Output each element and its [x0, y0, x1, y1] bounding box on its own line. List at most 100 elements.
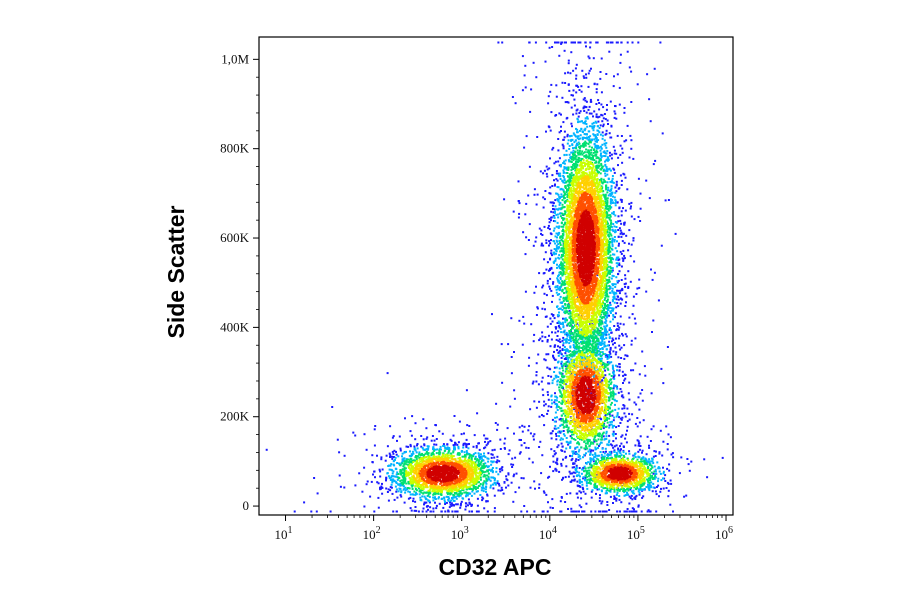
- data-point: [579, 159, 582, 162]
- data-point: [566, 166, 569, 169]
- data-point: [607, 205, 610, 208]
- data-point: [627, 392, 630, 395]
- data-point: [602, 307, 605, 310]
- data-point: [596, 488, 599, 491]
- data-point: [545, 239, 548, 242]
- data-point: [480, 460, 483, 463]
- data-point: [570, 51, 573, 54]
- data-point: [459, 491, 462, 494]
- data-point: [399, 488, 402, 490]
- data-point: [583, 510, 586, 513]
- data-point: [555, 432, 557, 435]
- data-point: [403, 473, 406, 476]
- data-point: [601, 447, 604, 450]
- data-point: [600, 502, 603, 505]
- data-point: [546, 340, 549, 343]
- data-point: [598, 332, 601, 334]
- data-point: [514, 456, 517, 459]
- data-point: [567, 334, 570, 336]
- data-point: [579, 331, 581, 333]
- data-point: [475, 490, 478, 493]
- data-point: [542, 172, 545, 175]
- data-point: [455, 492, 458, 494]
- data-point: [641, 460, 644, 463]
- data-point: [558, 311, 560, 314]
- data-point: [599, 154, 602, 157]
- data-point: [501, 489, 504, 491]
- data-point: [623, 407, 626, 410]
- data-point: [474, 485, 477, 488]
- data-point: [611, 420, 613, 423]
- data-point: [480, 455, 483, 458]
- data-point: [642, 456, 645, 459]
- data-point: [664, 474, 667, 477]
- data-point: [507, 484, 510, 487]
- data-point: [558, 239, 561, 242]
- data-point: [455, 497, 458, 500]
- data-point: [604, 118, 607, 121]
- data-point: [610, 192, 613, 195]
- data-point: [456, 453, 459, 456]
- data-point: [538, 486, 541, 489]
- data-point: [592, 154, 595, 157]
- data-point: [592, 149, 595, 151]
- data-point: [428, 490, 431, 493]
- data-point: [592, 115, 594, 118]
- data-point: [577, 161, 579, 163]
- data-point: [562, 189, 565, 192]
- data-point: [641, 350, 644, 353]
- data-point: [574, 510, 577, 513]
- data-point: [572, 433, 575, 436]
- data-point: [392, 460, 395, 463]
- data-point: [550, 394, 553, 397]
- data-point: [610, 247, 613, 250]
- data-point: [617, 289, 620, 292]
- data-point: [640, 510, 643, 513]
- data-point: [562, 369, 565, 372]
- data-point: [608, 350, 611, 353]
- data-point: [593, 143, 596, 146]
- data-point: [559, 172, 562, 175]
- data-point: [580, 446, 583, 449]
- data-point: [404, 489, 407, 492]
- data-point: [633, 401, 636, 404]
- data-point: [605, 437, 608, 440]
- data-point: [541, 331, 544, 334]
- data-point: [599, 145, 602, 148]
- data-point: [597, 139, 600, 142]
- data-point: [570, 318, 573, 321]
- data-point: [535, 76, 538, 79]
- data-point: [438, 496, 440, 499]
- data-point: [592, 442, 595, 445]
- data-point: [471, 488, 474, 491]
- data-point: [641, 457, 644, 460]
- data-point: [605, 146, 608, 149]
- data-point: [613, 196, 616, 199]
- data-point: [578, 334, 580, 337]
- data-point: [586, 334, 588, 337]
- data-point: [637, 444, 640, 447]
- data-point: [577, 435, 579, 438]
- data-point: [416, 455, 419, 458]
- data-point: [606, 156, 609, 159]
- data-point: [564, 476, 567, 479]
- data-point: [552, 202, 555, 205]
- data-point: [590, 112, 593, 115]
- data-point: [561, 264, 564, 267]
- data-point: [566, 133, 569, 136]
- data-point: [639, 444, 641, 447]
- data-point: [643, 488, 646, 490]
- data-point: [407, 445, 410, 448]
- data-point: [598, 179, 601, 182]
- data-point: [559, 391, 562, 394]
- data-point: [538, 227, 541, 230]
- data-point: [626, 188, 629, 191]
- data-point: [649, 469, 651, 472]
- data-point: [650, 467, 653, 470]
- data-point: [583, 133, 586, 135]
- data-point: [423, 444, 426, 447]
- data-point: [607, 308, 609, 311]
- data-point: [657, 480, 659, 483]
- data-point: [557, 345, 559, 348]
